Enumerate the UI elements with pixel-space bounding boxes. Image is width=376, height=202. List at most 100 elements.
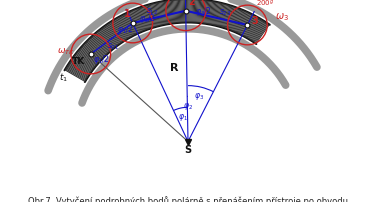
Polygon shape bbox=[223, 6, 232, 29]
Polygon shape bbox=[200, 1, 204, 24]
Polygon shape bbox=[217, 4, 224, 27]
Polygon shape bbox=[98, 31, 114, 50]
Polygon shape bbox=[134, 10, 144, 32]
Polygon shape bbox=[244, 17, 257, 38]
Polygon shape bbox=[219, 5, 226, 28]
Polygon shape bbox=[252, 22, 266, 43]
Polygon shape bbox=[99, 30, 115, 49]
Text: S: S bbox=[185, 145, 191, 155]
Polygon shape bbox=[145, 6, 153, 29]
Polygon shape bbox=[221, 5, 228, 28]
Polygon shape bbox=[106, 25, 120, 45]
Polygon shape bbox=[147, 5, 155, 28]
Polygon shape bbox=[141, 8, 149, 30]
Polygon shape bbox=[130, 12, 140, 34]
Polygon shape bbox=[65, 70, 85, 83]
Polygon shape bbox=[180, 0, 182, 23]
Polygon shape bbox=[67, 67, 87, 80]
Polygon shape bbox=[194, 0, 197, 24]
Polygon shape bbox=[114, 20, 127, 41]
Text: 1: 1 bbox=[124, 9, 131, 19]
Polygon shape bbox=[91, 37, 108, 55]
Polygon shape bbox=[132, 11, 142, 33]
Text: $\omega_{TK}$: $\omega_{TK}$ bbox=[56, 46, 74, 56]
Polygon shape bbox=[170, 1, 173, 24]
Polygon shape bbox=[101, 29, 116, 48]
Polygon shape bbox=[159, 3, 165, 26]
Polygon shape bbox=[125, 14, 136, 35]
Polygon shape bbox=[211, 3, 217, 26]
Polygon shape bbox=[80, 49, 98, 65]
Polygon shape bbox=[161, 2, 167, 25]
Text: $\varphi_2/2$: $\varphi_2/2$ bbox=[139, 12, 156, 25]
Polygon shape bbox=[70, 61, 90, 75]
Polygon shape bbox=[95, 34, 111, 52]
Text: $s_{01}$: $s_{01}$ bbox=[108, 41, 120, 52]
Polygon shape bbox=[225, 7, 234, 30]
Polygon shape bbox=[235, 11, 245, 33]
Polygon shape bbox=[122, 16, 134, 37]
Polygon shape bbox=[165, 2, 170, 25]
Polygon shape bbox=[168, 1, 173, 24]
Polygon shape bbox=[172, 1, 176, 24]
Text: $\varphi_3/2$: $\varphi_3/2$ bbox=[195, 4, 212, 17]
Polygon shape bbox=[255, 24, 269, 44]
Polygon shape bbox=[88, 39, 106, 57]
Polygon shape bbox=[86, 42, 103, 59]
Polygon shape bbox=[138, 8, 147, 31]
Polygon shape bbox=[137, 9, 147, 31]
Polygon shape bbox=[146, 6, 154, 28]
Polygon shape bbox=[166, 2, 170, 25]
Polygon shape bbox=[119, 17, 131, 38]
Polygon shape bbox=[250, 21, 264, 41]
Polygon shape bbox=[205, 1, 210, 25]
Polygon shape bbox=[67, 66, 88, 79]
Polygon shape bbox=[248, 19, 261, 40]
Polygon shape bbox=[100, 29, 115, 48]
Text: $\varphi_3$: $\varphi_3$ bbox=[194, 91, 204, 102]
Polygon shape bbox=[92, 36, 109, 54]
Polygon shape bbox=[121, 16, 133, 37]
Polygon shape bbox=[196, 0, 199, 24]
Polygon shape bbox=[118, 18, 130, 39]
Polygon shape bbox=[236, 12, 246, 34]
Polygon shape bbox=[203, 1, 207, 24]
Polygon shape bbox=[116, 19, 129, 40]
Polygon shape bbox=[210, 2, 215, 26]
Text: $\varphi_2$: $\varphi_2$ bbox=[183, 100, 193, 112]
Polygon shape bbox=[65, 69, 86, 82]
Polygon shape bbox=[191, 0, 193, 23]
Text: TK: TK bbox=[71, 57, 85, 66]
Text: 200$^g$: 200$^g$ bbox=[116, 0, 135, 1]
Polygon shape bbox=[162, 2, 168, 25]
Text: $\varphi_1$: $\varphi_1$ bbox=[177, 112, 188, 123]
Polygon shape bbox=[256, 25, 270, 45]
Polygon shape bbox=[82, 46, 100, 63]
Polygon shape bbox=[68, 65, 88, 78]
Polygon shape bbox=[243, 16, 255, 37]
Polygon shape bbox=[87, 41, 104, 58]
Polygon shape bbox=[124, 15, 136, 36]
Polygon shape bbox=[112, 21, 125, 42]
Polygon shape bbox=[151, 5, 158, 27]
Text: $t_1$: $t_1$ bbox=[59, 71, 68, 83]
Polygon shape bbox=[231, 9, 241, 32]
Polygon shape bbox=[240, 14, 252, 36]
Polygon shape bbox=[247, 19, 260, 39]
Polygon shape bbox=[129, 13, 139, 34]
Text: $s_{12}$: $s_{12}$ bbox=[146, 6, 158, 17]
Polygon shape bbox=[123, 15, 135, 36]
Polygon shape bbox=[167, 1, 171, 25]
Text: R: R bbox=[170, 62, 178, 72]
Polygon shape bbox=[74, 56, 93, 71]
Polygon shape bbox=[143, 7, 151, 29]
Polygon shape bbox=[142, 7, 150, 30]
Polygon shape bbox=[113, 21, 126, 41]
Polygon shape bbox=[220, 5, 227, 28]
Polygon shape bbox=[204, 1, 209, 25]
Polygon shape bbox=[133, 11, 143, 33]
Polygon shape bbox=[229, 9, 238, 31]
Polygon shape bbox=[206, 2, 211, 25]
Polygon shape bbox=[77, 53, 96, 68]
Polygon shape bbox=[72, 58, 92, 73]
